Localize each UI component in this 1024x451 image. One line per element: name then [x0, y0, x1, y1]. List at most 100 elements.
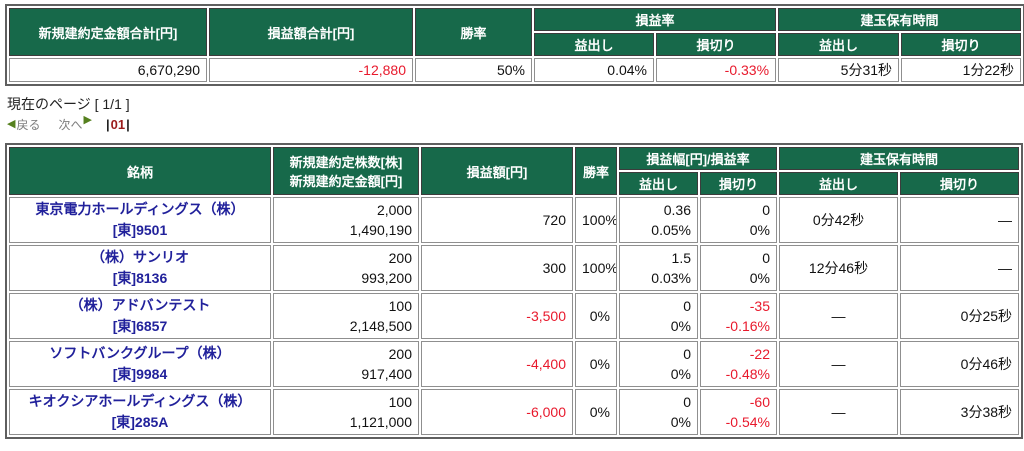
cell-win-rate: 0% — [575, 293, 617, 339]
cell-pl-amount: -3,500 — [421, 293, 573, 339]
next-button-label: 次へ — [58, 118, 83, 132]
header-pl-width-loss-cut: 損切り — [700, 172, 777, 195]
cell-win-rate: 100% — [575, 197, 617, 243]
cell-profit-width-rate: 1.5 0.03% — [619, 245, 698, 291]
profit-width-value: 0.36 — [663, 201, 691, 218]
cell-time-profit: 0分42秒 — [779, 197, 898, 243]
cell-pl-amount: -4,400 — [421, 341, 573, 387]
profit-width-value: 0 — [683, 345, 691, 362]
header-shares-line1: 新規建約定株数[株] — [289, 155, 403, 170]
cell-shares-amount: 200 993,200 — [273, 245, 419, 291]
profit-rate-value: 0.05% — [651, 222, 691, 238]
loss-width-value: -35 — [749, 297, 770, 314]
header-holding-time-profit-take: 益出し — [778, 33, 900, 56]
cell-time-profit: ― — [779, 293, 898, 339]
cell-time-loss: 0分25秒 — [900, 293, 1020, 339]
amount-value: 917,400 — [361, 366, 412, 382]
header-holding-time-group: 建玉保有時間 — [779, 147, 1020, 170]
back-button-label: 戻る — [16, 118, 41, 132]
cell-holding-time-profit: 5分31秒 — [778, 58, 900, 82]
cell-pl-rate-loss: -0.33% — [656, 58, 777, 82]
cell-loss-width-rate: -22 -0.48% — [700, 341, 777, 387]
cell-loss-width-rate: -60 -0.54% — [700, 389, 777, 435]
shares-value: 200 — [388, 345, 412, 362]
cell-time-loss: 0分46秒 — [900, 341, 1020, 387]
header-new-contract-shares-amount: 新規建約定株数[株] 新規建約定金額[円] — [273, 147, 419, 195]
next-button[interactable]: 次へ ▶ — [58, 115, 91, 133]
stock-code: [東]285A — [111, 414, 169, 430]
cell-stock-name: （株）アドバンテスト [東]6857 — [9, 293, 271, 339]
cell-stock-name: ソフトバンクグループ（株） [東]9984 — [9, 341, 271, 387]
profit-rate-value: 0% — [670, 366, 691, 382]
page-separator: | — [105, 117, 110, 132]
header-win-rate: 勝率 — [415, 8, 532, 56]
table-row: 東京電力ホールディングス（株） [東]9501 2,000 1,490,190 … — [9, 197, 1020, 243]
cell-profit-width-rate: 0.36 0.05% — [619, 197, 698, 243]
cell-profit-width-rate: 0 0% — [619, 341, 698, 387]
back-arrow-icon: ◀ — [7, 118, 16, 130]
stock-code: [東]9501 — [112, 222, 168, 238]
profit-width-value: 0 — [683, 297, 691, 314]
header-pl-rate-group: 損益率 — [534, 8, 777, 31]
cell-profit-width-rate: 0 0% — [619, 293, 698, 339]
back-button[interactable]: ◀ 戻る — [7, 116, 40, 133]
header-stock: 銘柄 — [9, 147, 271, 195]
header-time-profit-take: 益出し — [779, 172, 898, 195]
profit-width-value: 0 — [683, 393, 691, 410]
header-pl-rate-loss-cut: 損切り — [656, 33, 777, 56]
shares-value: 2,000 — [376, 201, 412, 218]
cell-time-profit: 12分46秒 — [779, 245, 898, 291]
cell-time-loss: ― — [900, 245, 1020, 291]
page-number-link[interactable]: 01 — [110, 117, 126, 132]
cell-loss-width-rate: -35 -0.16% — [700, 293, 777, 339]
table-row: キオクシアホールディングス（株） [東]285A 100 1,121,000 -… — [9, 389, 1020, 435]
profit-rate-value: 0% — [670, 318, 691, 334]
cell-stock-name: （株）サンリオ [東]8136 — [9, 245, 271, 291]
profit-rate-value: 0% — [670, 414, 691, 430]
table-row: ソフトバンクグループ（株） [東]9984 200 917,400 -4,400… — [9, 341, 1020, 387]
stock-name: （株）サンリオ — [91, 249, 189, 265]
cell-shares-amount: 100 2,148,500 — [273, 293, 419, 339]
header-time-loss-cut: 損切り — [900, 172, 1020, 195]
shares-value: 100 — [388, 393, 412, 410]
shares-value: 200 — [388, 249, 412, 266]
shares-value: 100 — [388, 297, 412, 314]
loss-rate-value: -0.48% — [725, 366, 770, 382]
summary-table: 新規建約定金額合計[円] 損益額合計[円] 勝率 損益率 建玉保有時間 益出し … — [5, 4, 1024, 86]
loss-rate-value: 0% — [749, 222, 770, 238]
cell-time-loss: 3分38秒 — [900, 389, 1020, 435]
table-row: （株）サンリオ [東]8136 200 993,200 300 100% 1.5… — [9, 245, 1020, 291]
loss-rate-value: -0.54% — [725, 414, 770, 430]
stock-name: キオクシアホールディングス（株） — [28, 393, 252, 409]
cell-time-profit: ― — [779, 389, 898, 435]
header-pl-width-profit-take: 益出し — [619, 172, 698, 195]
stock-code: [東]8136 — [112, 270, 168, 286]
cell-pl-amount: -6,000 — [421, 389, 573, 435]
header-new-contract-amount-total: 新規建約定金額合計[円] — [9, 8, 207, 56]
cell-pl-amount: 300 — [421, 245, 573, 291]
stock-name: 東京電力ホールディングス（株） — [35, 201, 245, 217]
cell-stock-name: キオクシアホールディングス（株） [東]285A — [9, 389, 271, 435]
cell-win-rate: 100% — [575, 245, 617, 291]
amount-value: 993,200 — [361, 270, 412, 286]
header-holding-time-loss-cut: 損切り — [901, 33, 1022, 56]
summary-header-row-2: 益出し 損切り 益出し 損切り — [9, 33, 1022, 56]
cell-shares-amount: 200 917,400 — [273, 341, 419, 387]
header-pl-amount: 損益額[円] — [421, 147, 573, 195]
current-page-label: 現在のページ [ 1/1 ] — [7, 96, 130, 112]
cell-loss-width-rate: 0 0% — [700, 197, 777, 243]
cell-pl-amount: 720 — [421, 197, 573, 243]
stock-name: ソフトバンクグループ（株） — [49, 345, 231, 361]
header-win-rate: 勝率 — [575, 147, 617, 195]
loss-width-value: 0 — [762, 249, 770, 266]
pagination-nav: ◀ 戻る 次へ ▶ |01| — [7, 115, 1019, 133]
cell-win-rate: 0% — [575, 389, 617, 435]
header-holding-time-group: 建玉保有時間 — [778, 8, 1022, 31]
detail-header-row-1: 銘柄 新規建約定株数[株] 新規建約定金額[円] 損益額[円] 勝率 損益幅[円… — [9, 147, 1020, 195]
cell-shares-amount: 2,000 1,490,190 — [273, 197, 419, 243]
cell-win-rate: 0% — [575, 341, 617, 387]
profit-rate-value: 0.03% — [651, 270, 691, 286]
stock-name: （株）アドバンテスト — [69, 297, 211, 313]
header-pl-amount-total: 損益額合計[円] — [209, 8, 413, 56]
detail-header-row-2: 益出し 損切り 益出し 損切り — [9, 172, 1020, 195]
